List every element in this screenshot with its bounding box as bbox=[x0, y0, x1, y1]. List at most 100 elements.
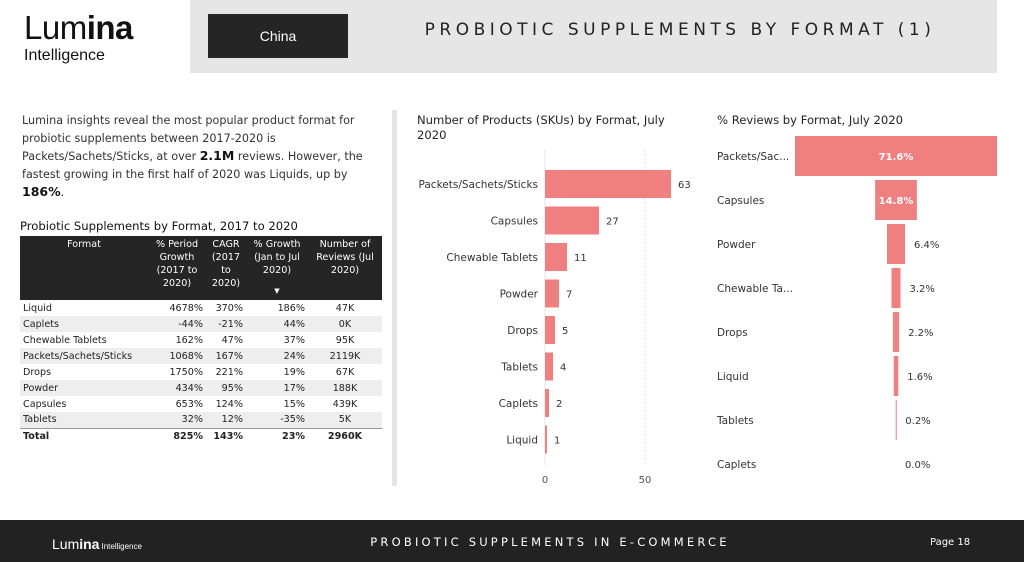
table-row: Packets/Sachets/Sticks 1068% 167% 24% 2119K bbox=[20, 348, 382, 364]
country-button[interactable]: China bbox=[208, 14, 348, 58]
cell-cagr: 143% bbox=[206, 427, 246, 444]
cell-format: Drops bbox=[23, 366, 52, 378]
cell-period-growth: 32% bbox=[148, 412, 206, 428]
bar-value-label: 5 bbox=[562, 326, 568, 337]
header-period-growth[interactable]: % Period Growth (2017 to 2020) bbox=[148, 236, 206, 300]
funnel-value-label: 2.2% bbox=[908, 328, 933, 339]
cell-format: Capsules bbox=[23, 398, 67, 410]
x-tick-label: 50 bbox=[639, 475, 652, 486]
cell-format: Chewable Tablets bbox=[23, 334, 107, 346]
cell-growth-jan-jul: 186% bbox=[277, 302, 305, 314]
category-label: Drops bbox=[507, 325, 538, 337]
cell-reviews: 2960K bbox=[308, 427, 382, 444]
cell-cagr: 370% bbox=[215, 302, 243, 314]
cell-cagr: 95% bbox=[206, 380, 246, 396]
logo-subtitle: Intelligence bbox=[24, 47, 105, 64]
cell-format: Total bbox=[20, 427, 148, 444]
cell-growth-jan-jul: 17% bbox=[246, 380, 308, 396]
cell-period-growth: 162% bbox=[175, 334, 203, 346]
category-label: Powder bbox=[500, 289, 539, 301]
skus-chart-title: Number of Products (SKUs) by Format, Jul… bbox=[417, 113, 665, 142]
x-tick-label: 0 bbox=[542, 475, 548, 486]
insight-paragraph: Lumina insights reveal the most popular … bbox=[22, 112, 367, 202]
logo-text-bold: ina bbox=[86, 9, 134, 46]
category-label: Liquid bbox=[506, 435, 538, 447]
reviews-funnel-chart: Packets/Sac... 71.6% Capsules 14.8% Powder 6.… bbox=[716, 136, 997, 471]
header-reviews[interactable]: Number of Reviews (Jul 2020) bbox=[308, 236, 382, 300]
cell-reviews: 439K bbox=[332, 398, 358, 410]
cell-format: Tablets bbox=[20, 412, 148, 428]
cell-format: Powder bbox=[20, 380, 148, 396]
cell-cagr: -21% bbox=[206, 316, 246, 332]
header-growth-jan-jul[interactable]: % Growth (Jan to Jul 2020) ▼ bbox=[246, 236, 308, 300]
category-label: Chewable Tablets bbox=[446, 252, 538, 264]
bar bbox=[545, 279, 559, 308]
cell-reviews: 67K bbox=[335, 366, 355, 378]
bar-value-label: 1 bbox=[554, 436, 560, 447]
funnel-value-label: 6.4% bbox=[914, 240, 939, 251]
sort-desc-icon[interactable]: ▼ bbox=[274, 287, 280, 295]
table-row: Powder 434% 95% 17% 188K bbox=[20, 380, 382, 396]
cell-reviews: 188K bbox=[308, 380, 382, 396]
cell-growth-jan-jul: 24% bbox=[246, 348, 308, 364]
bar-value-label: 4 bbox=[560, 363, 566, 374]
cell-format: Caplets bbox=[20, 316, 148, 332]
category-label: Liquid bbox=[717, 371, 749, 383]
cell-growth-jan-jul: 15% bbox=[283, 398, 305, 410]
cell-period-growth: 4678% bbox=[169, 302, 203, 314]
table-row: Drops 1750% 221% 19% 67K bbox=[20, 364, 382, 380]
bar bbox=[545, 170, 671, 198]
page-number: Page 18 bbox=[930, 537, 971, 548]
funnel-value-label: 71.6% bbox=[879, 152, 914, 163]
cell-growth-jan-jul: 44% bbox=[246, 316, 308, 332]
footer-logo-light: Lum bbox=[52, 536, 80, 552]
table-row: Tablets 32% 12% -35% 5K bbox=[20, 412, 382, 428]
cell-format: Packets/Sachets/Sticks bbox=[20, 348, 148, 364]
table-row: Capsules 653% 124% 15% 439K bbox=[20, 396, 382, 412]
bar bbox=[545, 352, 553, 381]
funnel-bar bbox=[892, 312, 900, 352]
category-label: Caplets bbox=[717, 459, 756, 471]
cell-reviews: 5K bbox=[308, 412, 382, 428]
header-cagr[interactable]: CAGR (2017 to 2020) bbox=[206, 236, 246, 300]
insight-bold-2: 186% bbox=[22, 184, 61, 199]
category-label: Caplets bbox=[499, 398, 538, 410]
bar bbox=[545, 316, 555, 344]
bar bbox=[545, 243, 567, 271]
bar-value-label: 7 bbox=[566, 290, 572, 301]
table-total-row: Total 825% 143% 23% 2960K bbox=[20, 427, 382, 444]
funnel-bar bbox=[886, 224, 906, 264]
cell-cagr: 12% bbox=[206, 412, 246, 428]
cell-period-growth: -44% bbox=[148, 316, 206, 332]
cell-cagr: 167% bbox=[206, 348, 246, 364]
funnel-value-label: 0.2% bbox=[905, 416, 930, 427]
category-label: Packets/Sachets/Sticks bbox=[419, 179, 539, 191]
funnel-bar bbox=[893, 356, 899, 396]
insight-text-3: . bbox=[60, 186, 65, 199]
bar-value-label: 27 bbox=[606, 217, 619, 228]
cell-cagr: 47% bbox=[221, 334, 243, 346]
footer-bar bbox=[0, 520, 1024, 562]
cell-cagr: 124% bbox=[215, 398, 243, 410]
table-title: Probiotic Supplements by Format, 2017 to… bbox=[20, 219, 298, 233]
category-label: Tablets bbox=[716, 415, 754, 427]
footer-logo-bold: ina bbox=[79, 536, 100, 552]
cell-period-growth: 1750% bbox=[169, 366, 203, 378]
cell-period-growth: 1068% bbox=[148, 348, 206, 364]
category-label: Tablets bbox=[500, 362, 538, 374]
footer-logo-sub: Intelligence bbox=[101, 542, 142, 551]
bar-value-label: 63 bbox=[678, 180, 691, 191]
page-title: PROBIOTIC SUPPLEMENTS BY FORMAT (1) bbox=[424, 20, 936, 40]
section-divider bbox=[392, 110, 397, 486]
table-row: Liquid 4678% 370% 186% 47K bbox=[20, 300, 382, 316]
header-format[interactable]: Format bbox=[20, 236, 148, 300]
funnel-bar bbox=[795, 136, 997, 176]
cell-growth-jan-jul: 23% bbox=[246, 427, 308, 444]
footer-title: PROBIOTIC SUPPLEMENTS IN E-COMMERCE bbox=[370, 535, 730, 549]
table-row: Chewable Tablets 162% 47% 37% 95K bbox=[20, 332, 382, 348]
insight-bold-1: 2.1M bbox=[199, 148, 235, 163]
funnel-bar bbox=[891, 268, 901, 308]
cell-format: Liquid bbox=[23, 302, 52, 314]
cell-growth-jan-jul: 19% bbox=[283, 366, 305, 378]
